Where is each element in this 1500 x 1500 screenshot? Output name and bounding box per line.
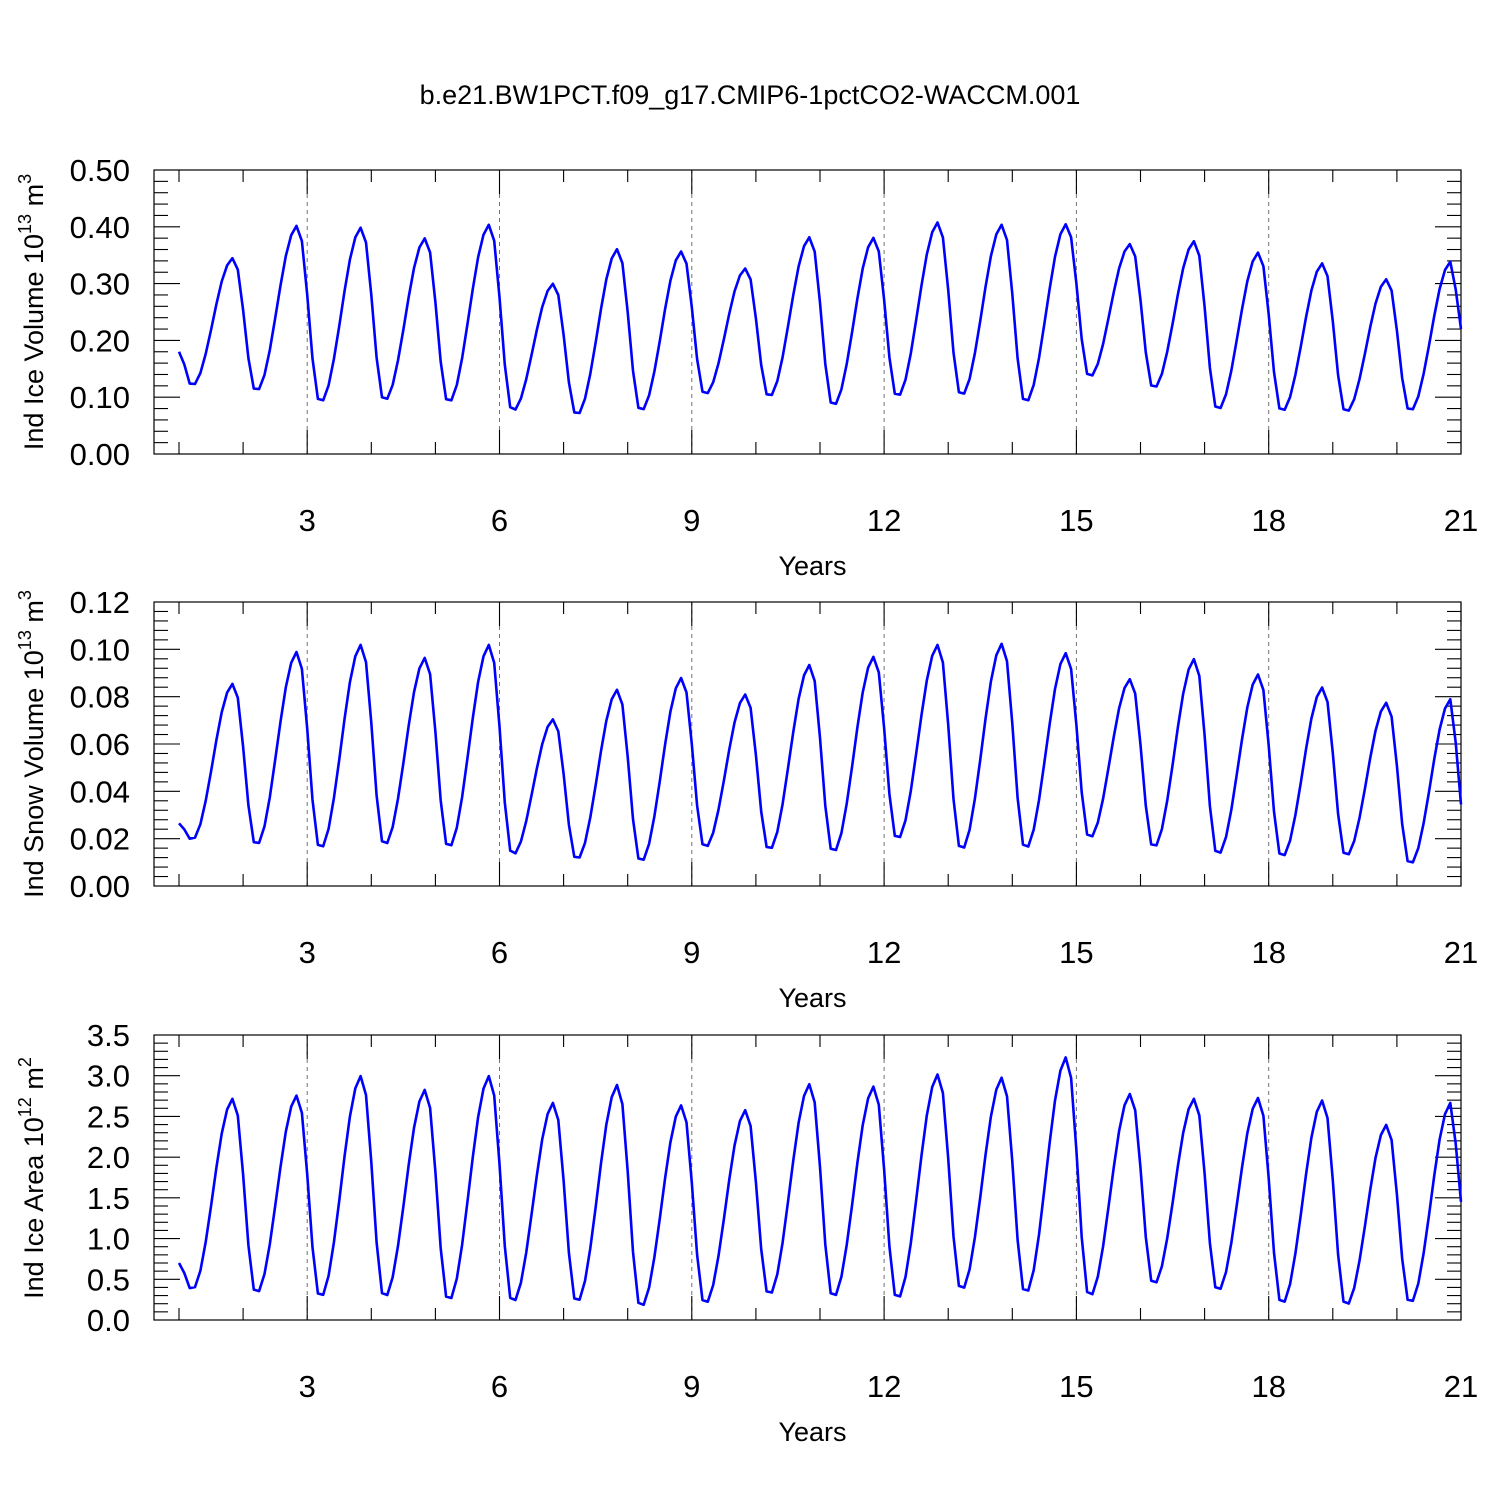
panel-ice-area: 0.0 0.5 1.0 1.5 2.0 2.5 3.0 3.5 3 6 9 12 15 18 21 Years… <box>15 1018 1478 1447</box>
y-tick-label: 0.08 <box>70 680 130 715</box>
x-tick-label: 12 <box>867 503 901 538</box>
plot-frame <box>153 1034 1462 1321</box>
y-tick-label: 0.00 <box>70 869 130 904</box>
x-tick-label: 9 <box>683 935 700 970</box>
plot-frame <box>153 601 1462 887</box>
y-tick-label: 0.00 <box>70 437 130 472</box>
y-tick-label: 3.0 <box>87 1059 130 1094</box>
x-axis-label: Years <box>778 551 846 581</box>
x-tick-label: 3 <box>299 503 316 538</box>
x-tick-label: 15 <box>1059 935 1093 970</box>
x-axis-label: Years <box>778 983 846 1013</box>
chart-title: b.e21.BW1PCT.f09_g17.CMIP6-1pctCO2-WACCM… <box>420 80 1081 110</box>
y-tick-label: 2.0 <box>87 1140 130 1175</box>
y-tick-label: 0.04 <box>70 774 130 809</box>
y-tick-label: 0.20 <box>70 323 130 358</box>
y-tick-label: 0.10 <box>70 380 130 415</box>
y-tick-label: 0.30 <box>70 267 130 302</box>
y-tick-label: 0.10 <box>70 632 130 667</box>
y-tick-label: 0.0 <box>87 1303 130 1338</box>
y-tick-label: 0.02 <box>70 822 130 857</box>
data-series-line <box>178 642 1463 864</box>
x-tick-label: 21 <box>1444 935 1478 970</box>
x-tick-label: 3 <box>299 1369 316 1404</box>
plot-frame <box>153 169 1462 455</box>
x-tick-label: 18 <box>1251 935 1285 970</box>
x-axis-label: Years <box>778 1417 846 1447</box>
y-tick-label: 0.12 <box>70 585 130 620</box>
x-tick-label: 18 <box>1251 1369 1285 1404</box>
y-tick-label: 3.5 <box>87 1018 130 1053</box>
x-tick-label: 3 <box>299 935 316 970</box>
x-tick-label: 6 <box>491 935 508 970</box>
x-tick-label: 9 <box>683 503 700 538</box>
x-tick-label: 12 <box>867 1369 901 1404</box>
data-series-line <box>177 221 1463 415</box>
y-tick-label: 1.0 <box>87 1222 130 1257</box>
y-tick-label: 1.5 <box>87 1181 130 1216</box>
x-tick-label: 15 <box>1059 1369 1093 1404</box>
y-axis-label: Ind Ice Area 1012 m2 <box>15 1057 49 1299</box>
y-tick-label: 0.06 <box>70 727 130 762</box>
x-tick-label: 9 <box>683 1369 700 1404</box>
x-tick-label: 6 <box>491 503 508 538</box>
x-tick-label: 18 <box>1251 503 1285 538</box>
y-tick-label: 0.5 <box>87 1262 130 1297</box>
y-tick-label: 0.50 <box>70 153 130 188</box>
y-tick-label: 0.40 <box>70 210 130 245</box>
y-axis-label: Ind Ice Volume 1013 m3 <box>15 174 49 450</box>
x-tick-label: 21 <box>1444 503 1478 538</box>
panel-ice-volume: 0.00 0.10 0.20 0.30 0.40 0.50 3 6 9 12 15 18 21 Years… <box>15 153 1478 581</box>
x-tick-label: 21 <box>1444 1369 1478 1404</box>
x-tick-label: 15 <box>1059 503 1093 538</box>
x-tick-label: 6 <box>491 1369 508 1404</box>
y-tick-label: 2.5 <box>87 1099 130 1134</box>
y-axis-label: Ind Snow Volume 1013 m3 <box>15 590 49 898</box>
panel-snow-volume: 0.00 0.02 0.04 0.06 0.08 0.10 0.12 3 6 9 12 15 18 21 Y… <box>15 585 1478 1013</box>
x-tick-label: 12 <box>867 935 901 970</box>
data-series-line <box>177 1056 1463 1307</box>
